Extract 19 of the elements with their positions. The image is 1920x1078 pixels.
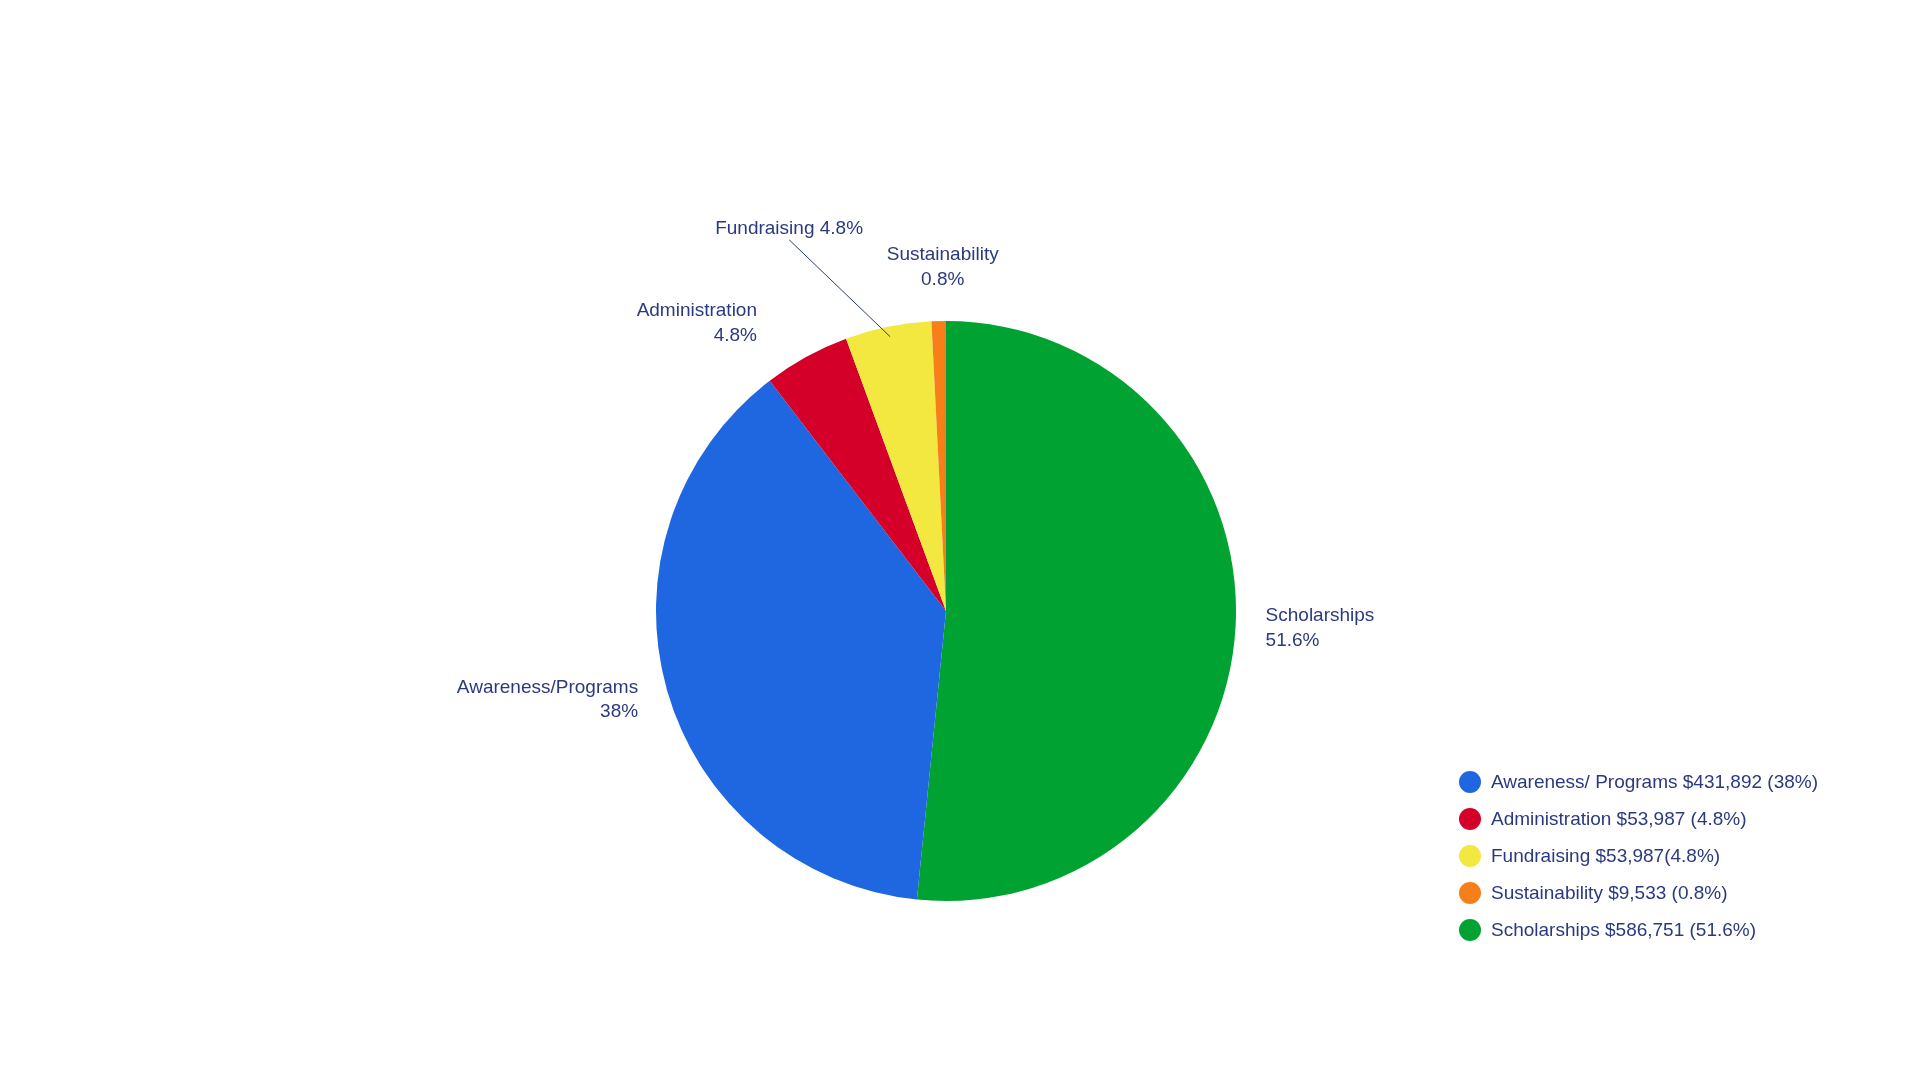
text: Awareness/ Programs $431,892 (38%): [1490, 770, 1818, 793]
text: Scholarships $586,751 (51.6%): [1490, 918, 1757, 941]
pie-slice: [916, 321, 1236, 901]
slice-label: Scholarships: [1265, 604, 1375, 626]
data-label: 0.8%: [921, 268, 965, 290]
slice-label: Sustainability: [886, 243, 1000, 265]
text: Fundraising $53,987(4.8%): [1490, 844, 1721, 867]
slice-label: Fundraising: [715, 216, 815, 238]
text: Sustainability $9,533 (0.8%): [1490, 881, 1728, 904]
slice-label: Administration: [636, 299, 758, 321]
text: Administration $53,987 (4.8%): [1490, 807, 1747, 830]
data-label: 51.6%: [1265, 629, 1320, 651]
pie-slice: [656, 380, 946, 900]
pie-slice: [769, 338, 946, 611]
pie-slice: [846, 321, 946, 611]
data-label: 38%: [600, 700, 639, 722]
data-label: 4.8%: [819, 216, 864, 238]
data-label: 4.8%: [713, 323, 758, 345]
slice-label: Awareness/Programs: [456, 675, 639, 697]
